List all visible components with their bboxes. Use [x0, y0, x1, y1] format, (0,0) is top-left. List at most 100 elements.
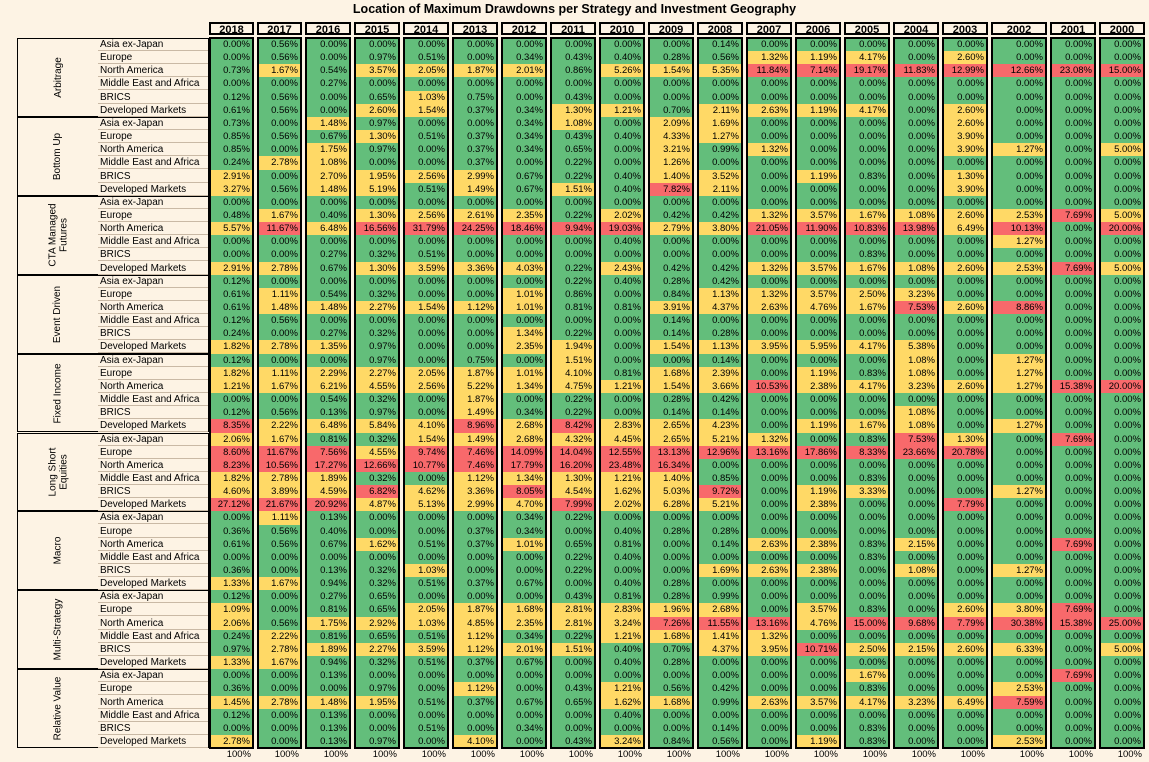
heatmap-cell: 0.00% — [1050, 90, 1096, 105]
heatmap-cell: 0.00% — [354, 511, 400, 525]
heatmap-cell: 2.35% — [501, 616, 547, 631]
heatmap-cell: 0.00% — [942, 327, 988, 341]
heatmap-cell: 0.00% — [1050, 485, 1096, 499]
heatmap-cell: 0.00% — [452, 314, 498, 328]
heatmap-cell: 0.81% — [305, 603, 351, 617]
heatmap-cell: 1.82% — [209, 366, 254, 381]
geography-label: BRICS — [98, 643, 208, 656]
heatmap-cell: 0.51% — [403, 248, 449, 262]
heatmap-cell: 8.96% — [452, 419, 498, 433]
heatmap-cell: 0.00% — [1099, 235, 1145, 249]
heatmap-cell: 0.00% — [1050, 695, 1096, 710]
heatmap-cell: 12.96% — [697, 445, 743, 460]
geography-label: Developed Markets — [98, 419, 208, 433]
heatmap-cell: 1.51% — [550, 182, 596, 197]
heatmap-cell: 1.12% — [452, 629, 498, 644]
heatmap-cell: 3.23% — [893, 379, 939, 394]
column-total: 100% — [372, 749, 397, 761]
heatmap-cell: 1.08% — [893, 419, 939, 433]
heatmap-cell: 0.00% — [403, 471, 449, 486]
heatmap-cell: 1.27% — [991, 353, 1047, 368]
heatmap-cell: 0.00% — [942, 393, 988, 407]
heatmap-cell: 0.00% — [1099, 195, 1145, 210]
heatmap-cell: 1.48% — [305, 182, 351, 197]
heatmap-cell: 7.69% — [1050, 261, 1096, 276]
heatmap-cell: 0.00% — [991, 274, 1047, 289]
heatmap-cell: 0.56% — [697, 51, 743, 65]
heatmap-cell: 0.00% — [550, 656, 596, 670]
heatmap-cell: 0.00% — [403, 524, 449, 539]
heatmap-cell: 0.00% — [648, 90, 694, 105]
heatmap-cell: 0.56% — [257, 90, 302, 105]
heatmap-cell: 0.00% — [991, 511, 1047, 525]
heatmap-cell: 1.33% — [209, 656, 254, 670]
column-total: 100% — [764, 749, 789, 761]
heatmap-cell: 12.66% — [354, 458, 400, 473]
heatmap-cell: 4.55% — [354, 379, 400, 394]
heatmap-cell: 0.00% — [942, 564, 988, 578]
heatmap-cell: 0.00% — [599, 156, 645, 170]
heatmap-cell: 16.34% — [648, 458, 694, 473]
heatmap-cell: 0.65% — [550, 537, 596, 552]
heatmap-cell: 2.22% — [257, 629, 302, 644]
heatmap-cell: 0.00% — [1099, 314, 1145, 328]
heatmap-cell: 0.00% — [991, 169, 1047, 184]
heatmap-cell: 1.30% — [550, 103, 596, 118]
heatmap-cell: 0.00% — [209, 721, 254, 736]
heatmap-cell: 0.00% — [942, 669, 988, 683]
heatmap-cell: 0.81% — [305, 629, 351, 644]
heatmap-cell: 1.12% — [452, 682, 498, 696]
heatmap-cell: 0.00% — [844, 656, 890, 670]
heatmap-cell: 0.12% — [209, 708, 254, 723]
heatmap-cell: 0.00% — [1099, 458, 1145, 473]
heatmap-cell: 0.27% — [305, 327, 351, 341]
heatmap-cell: 1.19% — [795, 51, 841, 65]
heatmap-cell: 1.13% — [697, 340, 743, 354]
heatmap-cell: 0.00% — [746, 458, 792, 473]
heatmap-cell: 0.00% — [452, 51, 498, 65]
heatmap-cell: 2.35% — [501, 208, 547, 223]
heatmap-cell: 0.43% — [550, 51, 596, 65]
heatmap-cell: 0.00% — [1099, 90, 1145, 105]
heatmap-cell: 0.00% — [991, 340, 1047, 354]
heatmap-cell: 2.29% — [305, 366, 351, 381]
heatmap-cell: 0.00% — [795, 130, 841, 144]
heatmap-cell: 0.00% — [452, 274, 498, 289]
heatmap-cell: 1.75% — [305, 616, 351, 631]
heatmap-cell: 0.00% — [942, 406, 988, 420]
heatmap-cell: 0.00% — [697, 314, 743, 328]
heatmap-cell: 4.03% — [501, 261, 547, 276]
heatmap-cell: 4.10% — [403, 419, 449, 433]
heatmap-cell: 0.40% — [599, 708, 645, 723]
heatmap-cell: 0.00% — [795, 721, 841, 736]
heatmap-cell: 0.12% — [209, 274, 254, 289]
heatmap-cell: 0.00% — [1099, 287, 1145, 302]
heatmap-cell: 3.27% — [209, 182, 254, 197]
heatmap-cell: 5.00% — [1099, 143, 1145, 157]
heatmap-cell: 0.00% — [501, 590, 547, 604]
heatmap-cell: 1.54% — [648, 379, 694, 394]
heatmap-cell: 0.00% — [501, 669, 547, 683]
heatmap-cell: 8.60% — [209, 445, 254, 460]
heatmap-cell: 0.97% — [354, 406, 400, 420]
heatmap-cell: 0.14% — [648, 406, 694, 420]
heatmap-cell: 0.00% — [1050, 301, 1096, 315]
heatmap-cell: 0.00% — [991, 669, 1047, 683]
heatmap-cell: 1.67% — [257, 208, 302, 223]
heatmap-cell: 0.00% — [599, 143, 645, 157]
column-total: 100% — [421, 749, 446, 761]
heatmap-cell: 3.66% — [697, 379, 743, 394]
heatmap-cell: 0.22% — [550, 511, 596, 525]
column-total: 100% — [1117, 749, 1142, 761]
heatmap-cell: 7.69% — [1050, 432, 1096, 447]
heatmap-cell: 0.42% — [697, 274, 743, 289]
heatmap-cell: 4.54% — [550, 485, 596, 499]
heatmap-cell: 0.00% — [893, 471, 939, 486]
heatmap-cell: 0.00% — [697, 195, 743, 210]
heatmap-cell: 0.32% — [354, 564, 400, 578]
heatmap-cell: 4.10% — [452, 734, 498, 749]
heatmap-cell: 1.27% — [697, 130, 743, 144]
heatmap-cell: 0.40% — [599, 656, 645, 670]
heatmap-cell: 0.00% — [1050, 656, 1096, 670]
heatmap-cell: 0.00% — [1099, 77, 1145, 91]
